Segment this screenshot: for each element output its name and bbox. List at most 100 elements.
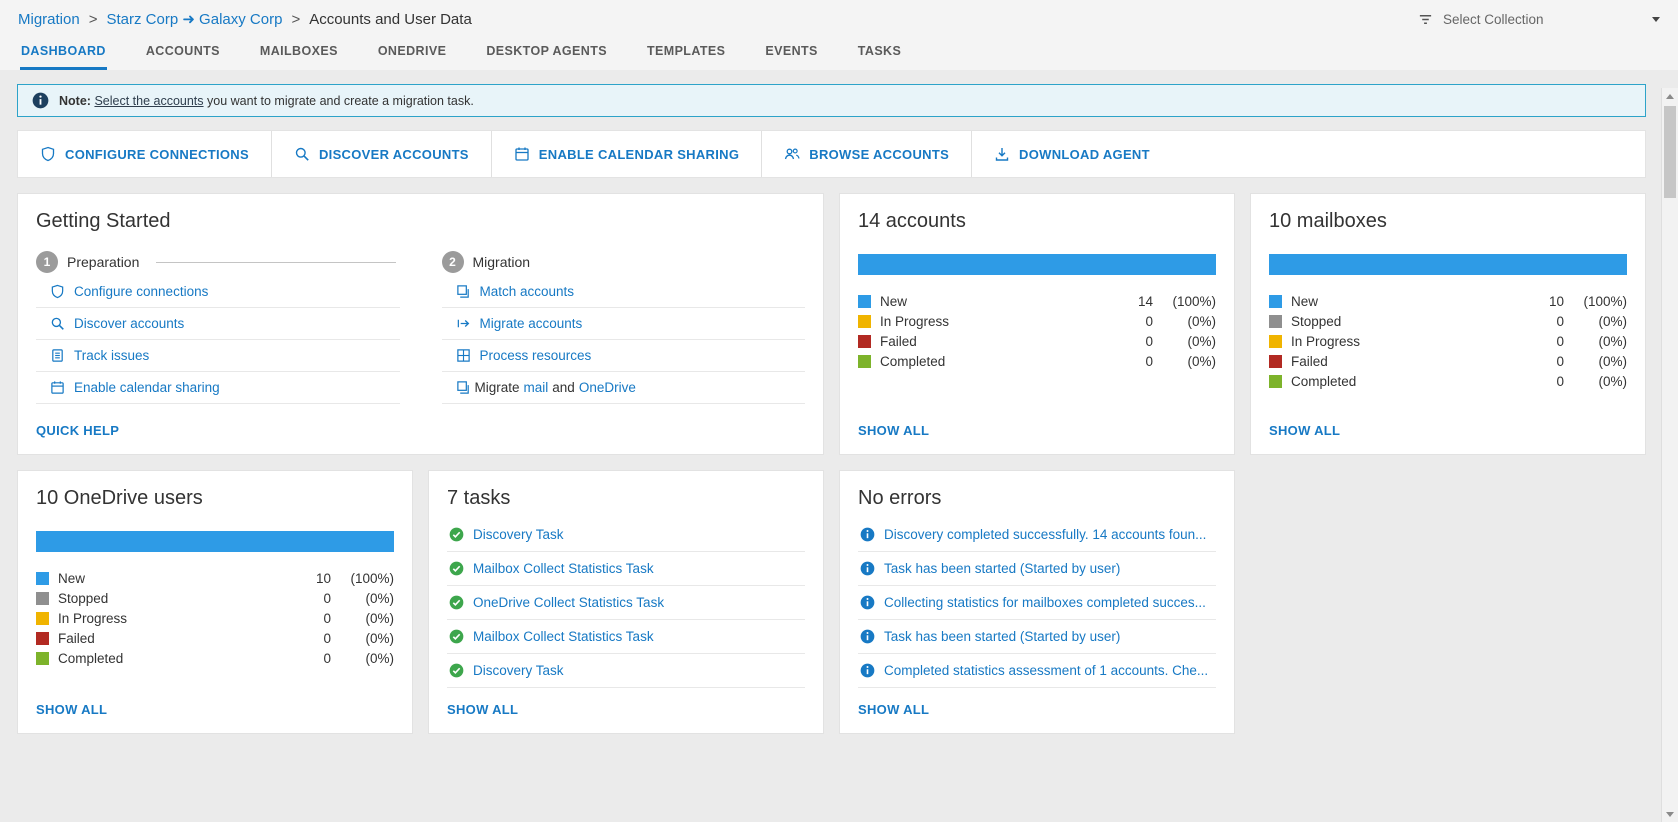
tab-accounts[interactable]: ACCOUNTS [145, 44, 220, 58]
quick-help-link[interactable]: QUICK HELP [36, 423, 120, 438]
note-suffix: you want to migrate and create a migrati… [207, 93, 474, 108]
tab-dashboard[interactable]: DASHBOARD [20, 32, 107, 70]
event-link[interactable]: Collecting statistics for mailboxes comp… [884, 595, 1206, 610]
event-link[interactable]: Completed statistics assessment of 1 acc… [884, 663, 1209, 678]
process-resources-link[interactable]: Process resources [479, 348, 592, 363]
legend-row: New 14 (100%) [858, 291, 1216, 311]
migrate-accounts-link[interactable]: Migrate accounts [479, 316, 583, 331]
tab-events[interactable]: EVENTS [765, 44, 818, 58]
discover-accounts-link[interactable]: Discover accounts [74, 316, 185, 331]
show-all-link[interactable]: SHOW ALL [447, 702, 519, 717]
configure-connections-link[interactable]: Configure connections [74, 284, 209, 299]
discover-accounts-button[interactable]: DISCOVER ACCOUNTS [270, 131, 491, 177]
browse-accounts-button[interactable]: BROWSE ACCOUNTS [761, 131, 971, 177]
event-link[interactable]: Discovery completed successfully. 14 acc… [884, 527, 1207, 542]
status-swatch [858, 354, 871, 368]
event-link[interactable]: Task has been started (Started by user) [884, 629, 1121, 644]
scroll-down-arrow[interactable] [1662, 806, 1678, 822]
status-value: 0 [323, 650, 331, 666]
track-issues-link[interactable]: Track issues [74, 348, 150, 363]
status-value: 0 [1556, 373, 1564, 389]
mailboxes-card: 10 mailboxes New 10 (100%) Stopped 0 (0%… [1250, 193, 1646, 455]
breadcrumb-project-link[interactable]: Starz Corp ➜ Galaxy Corp [106, 11, 283, 28]
enable-calendar-sharing-button[interactable]: ENABLE CALENDAR SHARING [490, 131, 761, 177]
download-agent-button[interactable]: DOWNLOAD AGENT [971, 131, 1172, 177]
status-label: Completed [1291, 373, 1357, 389]
task-link[interactable]: OneDrive Collect Statistics Task [473, 595, 665, 610]
calendar-icon [50, 380, 65, 395]
event-link[interactable]: Task has been started (Started by user) [884, 561, 1121, 576]
enable-calendar-sharing-link[interactable]: Enable calendar sharing [74, 380, 220, 395]
status-swatch [36, 591, 49, 605]
migrate-mail-onedrive-link-row: Migrate mail and OneDrive [441, 372, 805, 404]
step-migration: 2 Migration [441, 251, 806, 273]
check-circle-icon [449, 527, 464, 542]
tab-onedrive[interactable]: ONEDRIVE [377, 44, 447, 58]
check-circle-icon [449, 561, 464, 576]
enable-calendar-sharing-label: ENABLE CALENDAR SHARING [538, 146, 740, 162]
windows-overlap-icon [456, 380, 471, 395]
status-value: 0 [1556, 333, 1564, 349]
status-label: New [58, 570, 86, 586]
legend-row: Failed 0 (0%) [36, 628, 394, 648]
tab-tasks[interactable]: TASKS [857, 44, 902, 58]
onedrive-progress-bar [36, 531, 394, 552]
show-all-link[interactable]: SHOW ALL [36, 702, 108, 717]
configure-connections-button[interactable]: CONFIGURE CONNECTIONS [18, 131, 271, 177]
collection-selector[interactable]: Select Collection [1418, 12, 1660, 27]
task-link[interactable]: Discovery Task [473, 663, 564, 678]
accounts-progress-bar [858, 254, 1216, 275]
breadcrumb-current-page: Accounts and User Data [309, 10, 472, 28]
task-link[interactable]: Discovery Task [473, 527, 564, 542]
status-swatch [36, 651, 49, 665]
process-resources-link-row: Process resources [441, 340, 805, 372]
tab-mailboxes[interactable]: MAILBOXES [259, 44, 338, 58]
tab-templates[interactable]: TEMPLATES [646, 44, 726, 58]
breadcrumb-migration-link[interactable]: Migration [18, 10, 80, 28]
task-link[interactable]: Mailbox Collect Statistics Task [473, 561, 654, 576]
migrate-accounts-link-row: Migrate accounts [441, 308, 805, 340]
track-issues-link-row: Track issues [36, 340, 400, 372]
getting-started-title: Getting Started [36, 210, 171, 232]
legend-row: In Progress 0 (0%) [1269, 331, 1627, 351]
event-row: Task has been started (Started by user) [858, 552, 1216, 586]
match-accounts-link[interactable]: Match accounts [479, 284, 575, 299]
status-swatch [1269, 334, 1282, 348]
windows-overlap-icon [456, 284, 471, 299]
status-swatch [858, 294, 871, 308]
info-circle-icon [860, 663, 875, 678]
scrollbar-track[interactable] [1662, 104, 1678, 806]
legend-row: In Progress 0 (0%) [36, 608, 394, 628]
status-label: Stopped [1291, 313, 1342, 329]
info-circle-icon [860, 595, 875, 610]
scrollbar-thumb[interactable] [1664, 106, 1676, 198]
show-all-link[interactable]: SHOW ALL [858, 423, 930, 438]
tasks-card: 7 tasks Discovery Task Mailbox Collect S… [428, 470, 824, 734]
status-percent: (0%) [365, 630, 394, 646]
enable-calendar-sharing-link-row: Enable calendar sharing [36, 372, 400, 404]
vertical-scrollbar [1661, 88, 1678, 822]
tab-desktop-agents[interactable]: DESKTOP AGENTS [486, 44, 607, 58]
status-label: Failed [58, 630, 95, 646]
status-value: 0 [1145, 333, 1153, 349]
show-all-link[interactable]: SHOW ALL [1269, 423, 1341, 438]
onedrive-link[interactable]: OneDrive [578, 380, 636, 395]
preparation-links: Configure connections Discover accounts … [36, 276, 400, 404]
select-accounts-link[interactable]: Select the accounts [94, 93, 204, 108]
scroll-up-arrow[interactable] [1662, 88, 1678, 104]
legend-row: Completed 0 (0%) [858, 351, 1216, 371]
status-swatch [36, 611, 49, 625]
mail-link[interactable]: mail [523, 380, 549, 395]
browse-accounts-label: BROWSE ACCOUNTS [809, 146, 950, 162]
onedrive-legend: New 10 (100%) Stopped 0 (0%) In Progress… [36, 568, 394, 668]
task-link[interactable]: Mailbox Collect Statistics Task [473, 629, 654, 644]
chevron-down-icon[interactable] [1652, 16, 1660, 22]
show-all-link[interactable]: SHOW ALL [858, 702, 930, 717]
status-percent: (0%) [1598, 313, 1627, 329]
status-percent: (0%) [365, 590, 394, 606]
status-swatch [1269, 354, 1282, 368]
check-circle-icon [449, 595, 464, 610]
legend-row: In Progress 0 (0%) [858, 311, 1216, 331]
status-value: 10 [1548, 293, 1564, 309]
status-value: 14 [1137, 293, 1153, 309]
